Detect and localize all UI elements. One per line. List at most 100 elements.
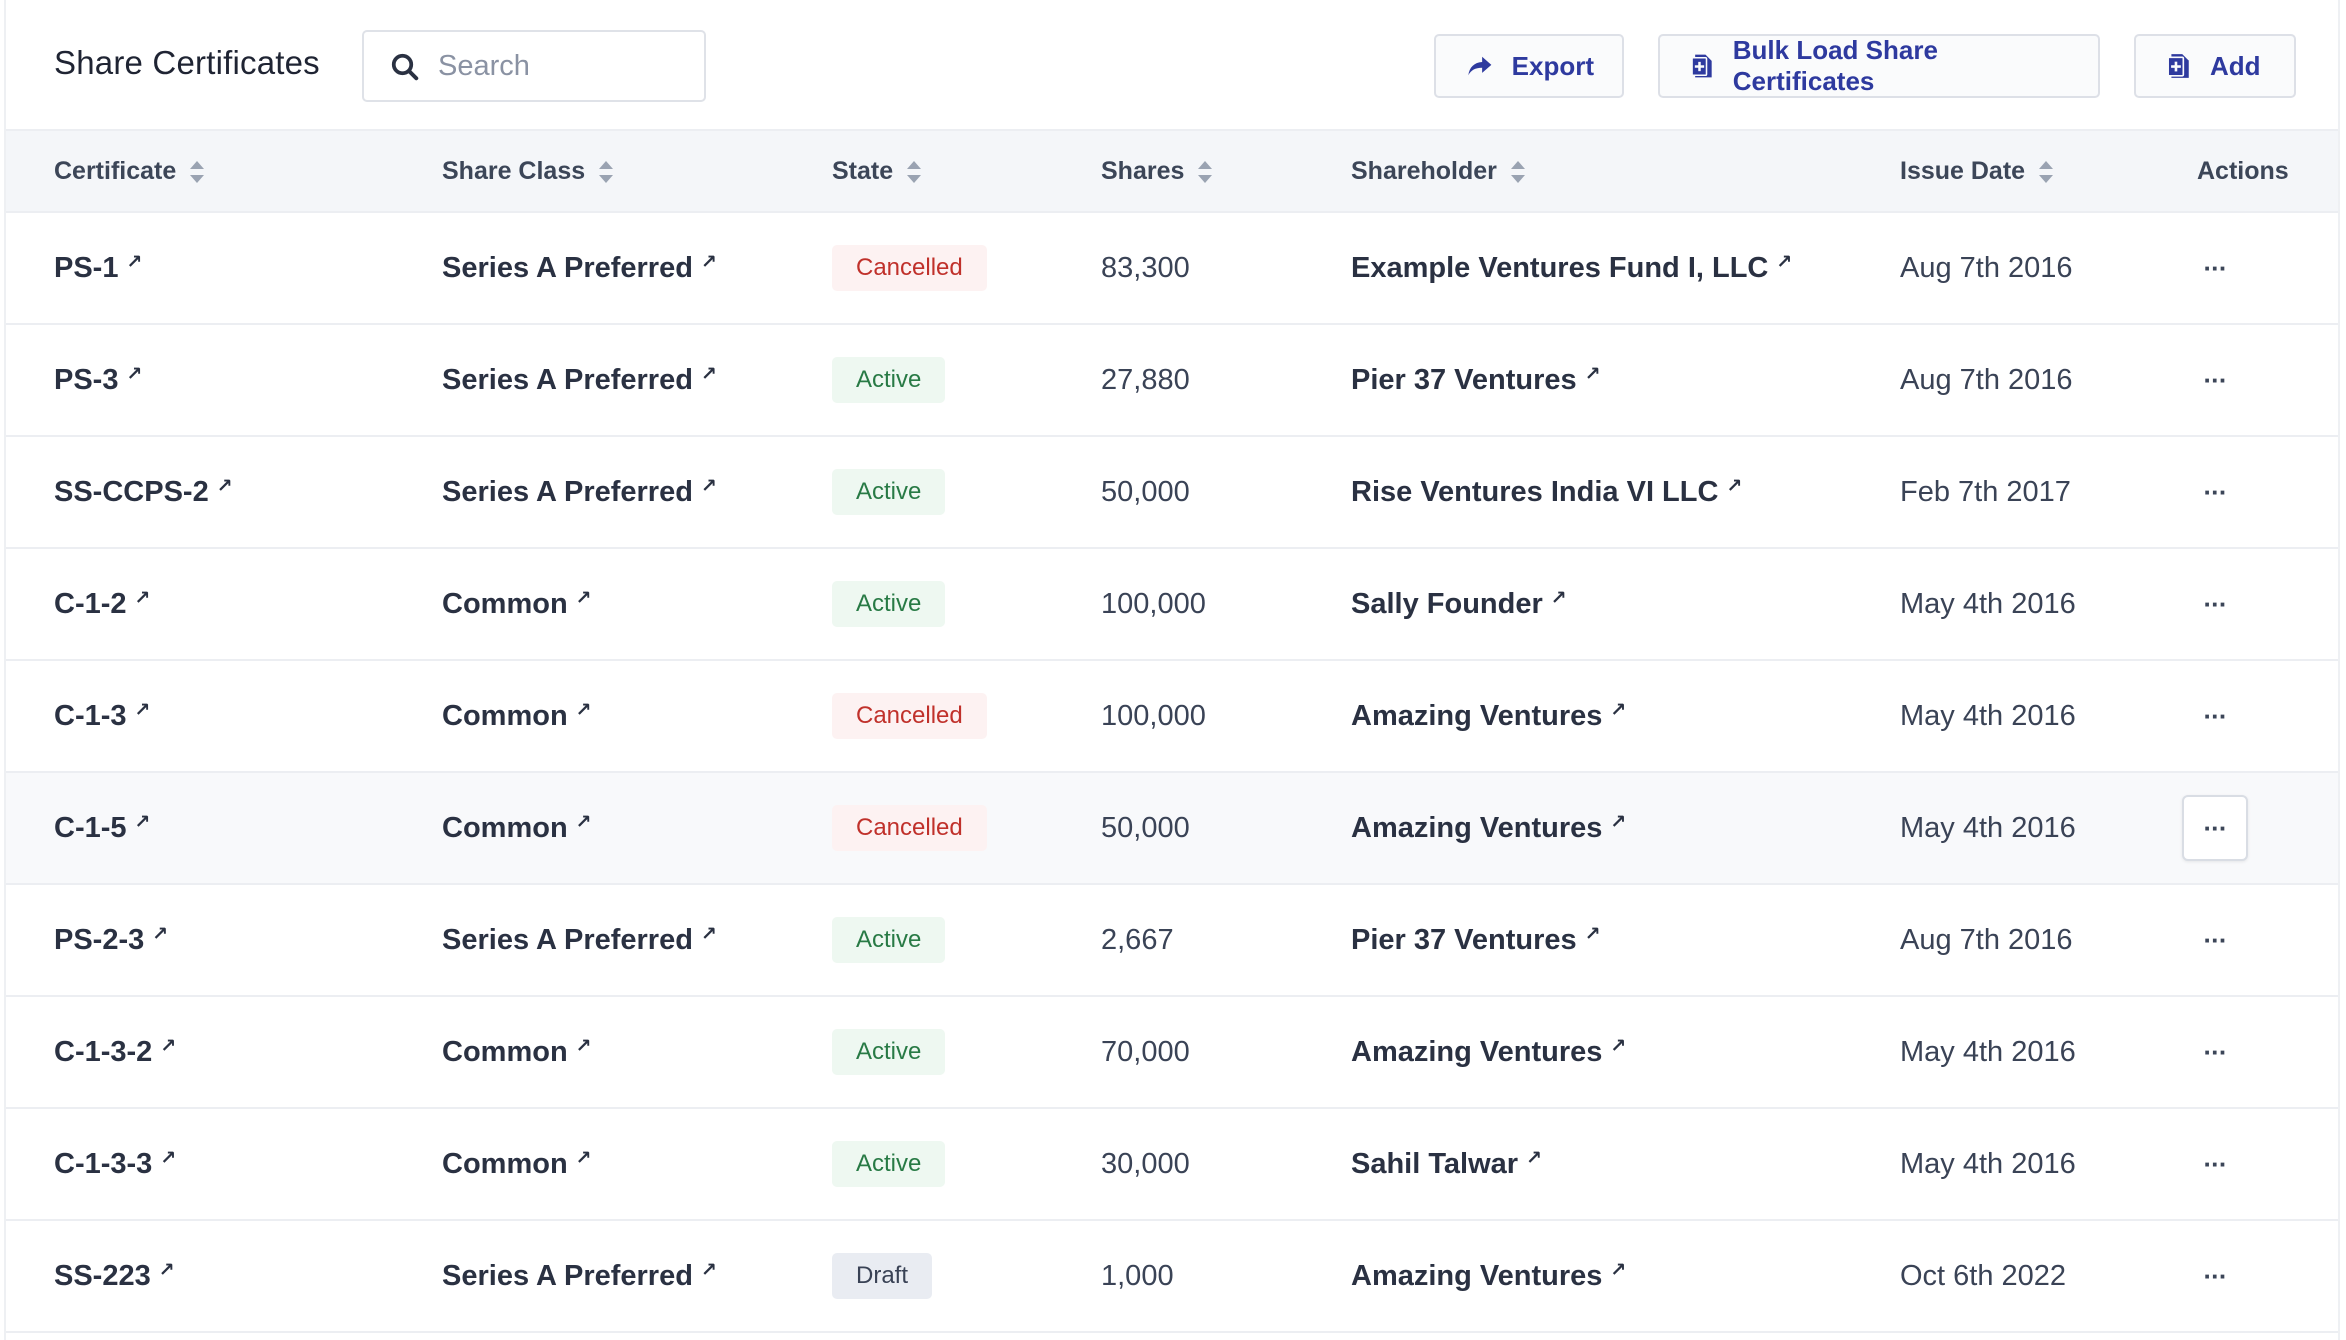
search-input[interactable] bbox=[438, 46, 688, 86]
certificate-id[interactable]: SS-223 bbox=[54, 1259, 151, 1292]
arrow-up-right-icon[interactable]: ↗ bbox=[160, 1147, 177, 1169]
share-class-link[interactable]: Series A Preferred ↗ bbox=[442, 924, 717, 957]
certificate-link[interactable]: C-1-5 ↗ bbox=[54, 812, 150, 845]
certificate-id[interactable]: PS-2-3 bbox=[54, 923, 145, 956]
column-header-issue-date[interactable]: Issue Date bbox=[1900, 157, 2054, 186]
shareholder-name[interactable]: Rise Ventures India VI LLC bbox=[1351, 475, 1719, 508]
add-button[interactable]: Add bbox=[2134, 34, 2296, 98]
shareholder-link[interactable]: Sally Founder ↗ bbox=[1351, 588, 1567, 621]
table-row[interactable]: C-1-5 ↗ Common ↗ Cancelled 50,000 Amazing Vent… bbox=[6, 773, 2338, 885]
shareholder-link[interactable]: Pier 37 Ventures ↗ bbox=[1351, 924, 1601, 957]
certificate-id[interactable]: C-1-3-3 bbox=[54, 1147, 153, 1180]
shareholder-link[interactable]: Pier 37 Ventures ↗ bbox=[1351, 364, 1601, 397]
shareholder-name[interactable]: Amazing Ventures bbox=[1351, 699, 1603, 732]
certificate-id[interactable]: PS-1 bbox=[54, 251, 119, 284]
arrow-up-right-icon[interactable]: ↗ bbox=[700, 363, 717, 385]
shareholder-name[interactable]: Amazing Ventures bbox=[1351, 1259, 1603, 1292]
more-actions-button[interactable]: ··· bbox=[2182, 1019, 2248, 1085]
shareholder-link[interactable]: Amazing Ventures ↗ bbox=[1351, 700, 1626, 733]
sort-arrows-icon[interactable] bbox=[907, 160, 922, 183]
arrow-up-right-icon[interactable]: ↗ bbox=[575, 1035, 592, 1057]
arrow-up-right-icon[interactable]: ↗ bbox=[700, 251, 717, 273]
share-class-link[interactable]: Series A Preferred ↗ bbox=[442, 364, 717, 397]
arrow-up-right-icon[interactable]: ↗ bbox=[575, 1147, 592, 1169]
column-header-certificate[interactable]: Certificate bbox=[54, 157, 205, 186]
share-class-link[interactable]: Series A Preferred ↗ bbox=[442, 252, 717, 285]
arrow-up-right-icon[interactable]: ↗ bbox=[152, 923, 169, 945]
more-actions-button[interactable]: ··· bbox=[2182, 235, 2248, 301]
more-actions-button[interactable]: ··· bbox=[2182, 1131, 2248, 1197]
share-class-link[interactable]: Common ↗ bbox=[442, 1036, 592, 1069]
sort-arrows-icon[interactable] bbox=[2039, 160, 2054, 183]
column-header-shareholder[interactable]: Shareholder bbox=[1351, 157, 1525, 186]
arrow-up-right-icon[interactable]: ↗ bbox=[1610, 699, 1627, 721]
share-class-name[interactable]: Series A Preferred bbox=[442, 251, 693, 284]
certificate-link[interactable]: PS-2-3 ↗ bbox=[54, 924, 168, 957]
certificate-id[interactable]: SS-CCPS-2 bbox=[54, 475, 209, 508]
certificate-link[interactable]: C-1-3-2 ↗ bbox=[54, 1036, 176, 1069]
arrow-up-right-icon[interactable]: ↗ bbox=[700, 1259, 717, 1281]
share-class-name[interactable]: Common bbox=[442, 1035, 568, 1068]
sort-arrows-icon[interactable] bbox=[1198, 160, 1213, 183]
share-class-name[interactable]: Common bbox=[442, 587, 568, 620]
more-actions-button[interactable]: ··· bbox=[2182, 347, 2248, 413]
certificate-link[interactable]: SS-CCPS-2 ↗ bbox=[54, 476, 233, 509]
share-class-link[interactable]: Series A Preferred ↗ bbox=[442, 1260, 717, 1293]
certificate-id[interactable]: PS-3 bbox=[54, 363, 119, 396]
shareholder-link[interactable]: Amazing Ventures ↗ bbox=[1351, 1036, 1626, 1069]
share-class-name[interactable]: Common bbox=[442, 811, 568, 844]
table-row[interactable]: C-1-3-2 ↗ Common ↗ Active 70,000 Amazing Ventu… bbox=[6, 997, 2338, 1109]
certificate-id[interactable]: C-1-3-2 bbox=[54, 1035, 153, 1068]
shareholder-name[interactable]: Example Ventures Fund I, LLC bbox=[1351, 251, 1769, 284]
arrow-up-right-icon[interactable]: ↗ bbox=[134, 587, 151, 609]
arrow-up-right-icon[interactable]: ↗ bbox=[126, 363, 143, 385]
shareholder-name[interactable]: Pier 37 Ventures bbox=[1351, 363, 1577, 396]
shareholder-name[interactable]: Pier 37 Ventures bbox=[1351, 923, 1577, 956]
certificate-link[interactable]: C-1-3-3 ↗ bbox=[54, 1148, 176, 1181]
arrow-up-right-icon[interactable]: ↗ bbox=[216, 475, 233, 497]
share-class-name[interactable]: Series A Preferred bbox=[442, 1259, 693, 1292]
arrow-up-right-icon[interactable]: ↗ bbox=[700, 475, 717, 497]
share-class-link[interactable]: Common ↗ bbox=[442, 588, 592, 621]
arrow-up-right-icon[interactable]: ↗ bbox=[1610, 811, 1627, 833]
arrow-up-right-icon[interactable]: ↗ bbox=[134, 811, 151, 833]
more-actions-button[interactable]: ··· bbox=[2182, 1243, 2248, 1309]
table-row[interactable]: SS-223 ↗ Series A Preferred ↗ Draft 1,000 Amaz… bbox=[6, 1221, 2338, 1333]
certificate-link[interactable]: C-1-3 ↗ bbox=[54, 700, 150, 733]
more-actions-button[interactable]: ··· bbox=[2182, 795, 2248, 861]
certificate-id[interactable]: C-1-3 bbox=[54, 699, 127, 732]
shareholder-link[interactable]: Example Ventures Fund I, LLC ↗ bbox=[1351, 252, 1792, 285]
share-class-name[interactable]: Common bbox=[442, 699, 568, 732]
arrow-up-right-icon[interactable]: ↗ bbox=[575, 699, 592, 721]
arrow-up-right-icon[interactable]: ↗ bbox=[1526, 1147, 1542, 1169]
sort-arrows-icon[interactable] bbox=[1510, 160, 1525, 183]
table-row[interactable]: PS-2-3 ↗ Series A Preferred ↗ Active 2,667 Pie… bbox=[6, 885, 2338, 997]
share-class-link[interactable]: Series A Preferred ↗ bbox=[442, 476, 717, 509]
arrow-up-right-icon[interactable]: ↗ bbox=[1610, 1035, 1627, 1057]
arrow-up-right-icon[interactable]: ↗ bbox=[575, 587, 592, 609]
more-actions-button[interactable]: ··· bbox=[2182, 571, 2248, 637]
share-class-name[interactable]: Common bbox=[442, 1147, 568, 1180]
table-row[interactable]: PS-1 ↗ Series A Preferred ↗ Cancelled 83,300 E… bbox=[6, 213, 2338, 325]
column-header-share-class[interactable]: Share Class bbox=[442, 157, 614, 186]
shareholder-name[interactable]: Amazing Ventures bbox=[1351, 811, 1603, 844]
shareholder-name[interactable]: Amazing Ventures bbox=[1351, 1035, 1603, 1068]
column-header-shares[interactable]: Shares bbox=[1101, 157, 1213, 186]
more-actions-button[interactable]: ··· bbox=[2182, 459, 2248, 525]
certificate-link[interactable]: SS-223 ↗ bbox=[54, 1260, 175, 1293]
sort-arrows-icon[interactable] bbox=[190, 160, 205, 183]
share-class-link[interactable]: Common ↗ bbox=[442, 700, 592, 733]
arrow-up-right-icon[interactable]: ↗ bbox=[158, 1259, 175, 1281]
export-button[interactable]: Export bbox=[1434, 34, 1624, 98]
shareholder-link[interactable]: Amazing Ventures ↗ bbox=[1351, 812, 1626, 845]
arrow-up-right-icon[interactable]: ↗ bbox=[1584, 363, 1601, 385]
table-row[interactable]: PS-3 ↗ Series A Preferred ↗ Active 27,880 Pier… bbox=[6, 325, 2338, 437]
arrow-up-right-icon[interactable]: ↗ bbox=[1584, 923, 1601, 945]
shareholder-link[interactable]: Rise Ventures India VI LLC ↗ bbox=[1351, 476, 1742, 509]
arrow-up-right-icon[interactable]: ↗ bbox=[1550, 587, 1567, 609]
certificate-link[interactable]: PS-3 ↗ bbox=[54, 364, 142, 397]
arrow-up-right-icon[interactable]: ↗ bbox=[134, 699, 151, 721]
table-row[interactable]: C-1-3-3 ↗ Common ↗ Active 30,000 Sahil Talwar ↗… bbox=[6, 1109, 2338, 1221]
certificate-link[interactable]: PS-1 ↗ bbox=[54, 252, 142, 285]
share-class-name[interactable]: Series A Preferred bbox=[442, 363, 693, 396]
